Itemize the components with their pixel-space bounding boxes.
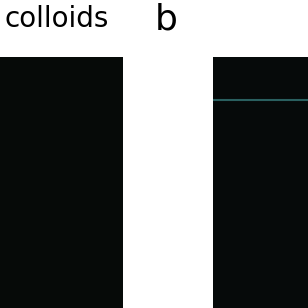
Text: b: b (155, 3, 178, 37)
Bar (213, 57, 308, 308)
Bar (0, 57, 123, 308)
Text: colloids: colloids (5, 5, 109, 33)
